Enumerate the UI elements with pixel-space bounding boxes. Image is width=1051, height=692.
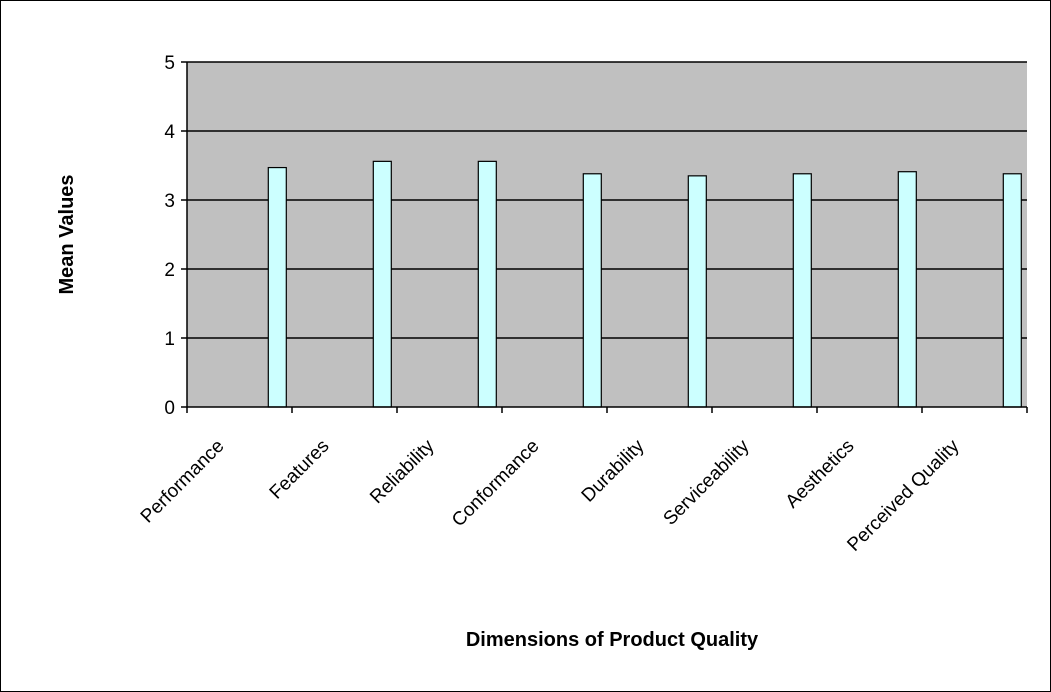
x-tick-label: Conformance (448, 436, 544, 532)
x-tick-label: Serviceability (660, 435, 754, 529)
bar-features (372, 160, 392, 408)
y-axis-title: Mean Values (56, 174, 78, 294)
y-tick-labels: 0 1 2 3 4 5 (164, 53, 175, 419)
x-tick-label: Reliability (366, 435, 439, 508)
bars (267, 160, 1022, 408)
plot-area (187, 62, 1027, 407)
bar-aesthetics (897, 171, 917, 408)
bar-perceived-quality (1002, 173, 1022, 408)
bar-performance (267, 166, 287, 408)
y-tick-label: 5 (164, 53, 175, 74)
bar-reliability (477, 160, 497, 408)
y-tick-label: 1 (164, 329, 175, 350)
bar-serviceability (792, 173, 812, 408)
y-tick-label: 4 (164, 122, 175, 143)
x-axis-title: Dimensions of Product Quality (466, 629, 759, 651)
x-tick-label: Perceived Quality (843, 435, 963, 555)
gridlines (187, 61, 1027, 339)
x-tick-label: Performance (137, 436, 229, 528)
y-tick-label: 2 (164, 260, 175, 281)
bar-durability (687, 175, 707, 408)
bar-conformance (582, 173, 602, 408)
x-tick-label: Features (266, 436, 334, 504)
x-tick-labels: Performance Features Reliability Conformanc… (137, 435, 964, 555)
y-tick-label: 3 (164, 191, 175, 212)
axes (181, 61, 1028, 413)
x-tick-label: Durability (578, 435, 649, 506)
y-tick-label: 0 (164, 398, 175, 419)
x-tick-label: Aesthetics (782, 436, 859, 513)
